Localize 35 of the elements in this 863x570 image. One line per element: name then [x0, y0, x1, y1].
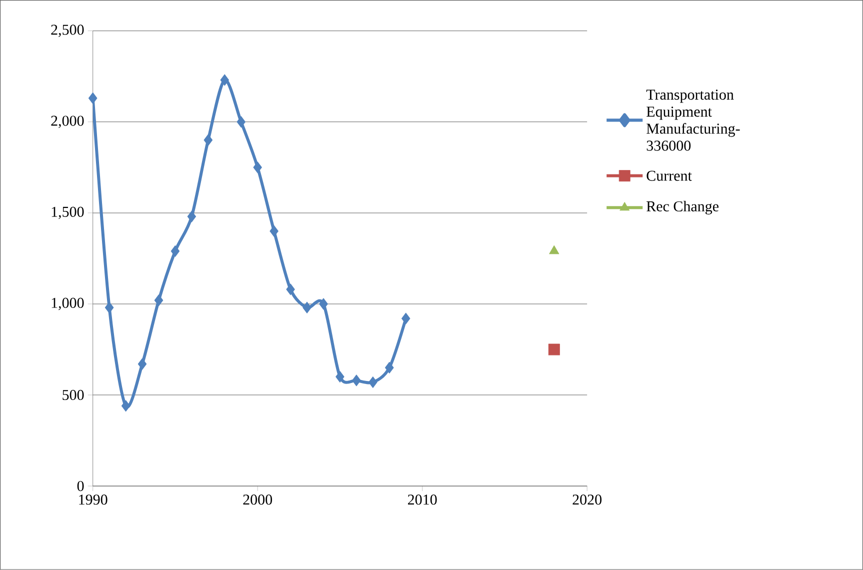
y-tick-label: 2,500	[51, 24, 84, 38]
x-tick-label: 2020	[572, 494, 602, 505]
point	[121, 400, 130, 412]
x-tick-label: 2000	[243, 494, 272, 505]
point	[368, 376, 378, 388]
point	[352, 374, 361, 386]
point	[104, 302, 114, 314]
point	[154, 294, 164, 306]
point	[270, 225, 278, 237]
point	[170, 245, 180, 257]
point	[138, 358, 147, 370]
point	[401, 312, 410, 324]
point	[187, 210, 196, 222]
point	[319, 298, 328, 310]
point	[385, 362, 394, 374]
point	[548, 344, 560, 356]
legend-label: Current	[646, 170, 692, 181]
point	[220, 74, 230, 86]
point	[88, 92, 98, 104]
legend-label: Transportation Equipment Manufacturing-336000	[646, 90, 740, 151]
x-tick-label: 1990	[79, 494, 108, 505]
point	[204, 134, 213, 146]
point	[549, 245, 560, 254]
y-tick-label: 1,500	[52, 206, 84, 220]
legend-label: Rec Change	[646, 200, 719, 215]
y-tick-label: 2,000	[51, 116, 84, 128]
point	[253, 162, 262, 174]
point	[302, 302, 312, 314]
y-tick-label: 0	[77, 481, 84, 492]
point	[286, 284, 295, 296]
point	[336, 371, 344, 383]
y-tick-label: 500	[62, 390, 84, 400]
y-tick-label: 1,000	[52, 298, 84, 310]
x-tick-label: 2010	[408, 494, 437, 505]
point	[236, 116, 246, 128]
